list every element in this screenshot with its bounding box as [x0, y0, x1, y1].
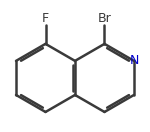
Text: F: F [42, 12, 49, 25]
Text: Br: Br [98, 12, 111, 25]
Text: N: N [129, 54, 139, 67]
